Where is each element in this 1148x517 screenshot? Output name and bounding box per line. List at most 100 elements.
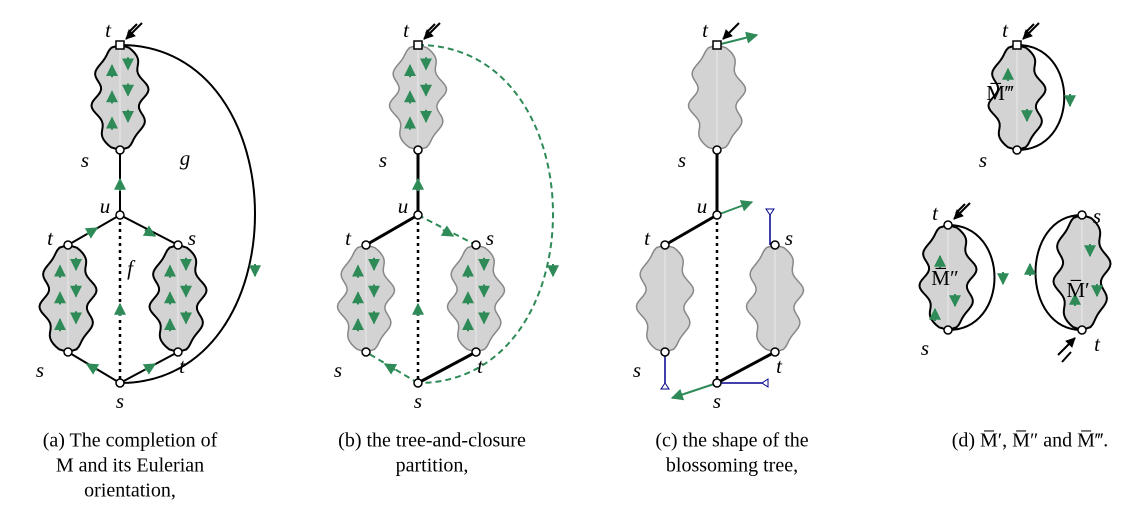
root-arrow — [722, 22, 740, 40]
vertex-label: t — [345, 226, 352, 250]
edge — [670, 382, 718, 401]
vertex-label: s — [334, 358, 342, 382]
root-arrow — [953, 202, 971, 220]
vertex-label: s — [1093, 204, 1101, 228]
caption: (d) M̅′, M̅″ and M̅‴. — [952, 430, 1109, 452]
vertex — [943, 325, 953, 335]
arrow — [84, 227, 99, 239]
edge — [716, 31, 759, 46]
root-arrow — [1061, 351, 1072, 363]
root-arrow — [1024, 23, 1035, 34]
vertex — [63, 347, 73, 357]
vertex — [712, 210, 722, 220]
vertex — [173, 240, 183, 250]
leaf — [660, 382, 670, 390]
vertex-label: t — [1002, 18, 1009, 42]
edge — [664, 213, 718, 247]
vertex — [770, 240, 780, 250]
caption: blossoming tree, — [666, 455, 798, 477]
caption: (c) the shape of the — [655, 430, 808, 452]
vertex-label: M̅‴ — [986, 81, 1014, 105]
vertex — [660, 240, 670, 250]
root-arrow — [127, 23, 138, 34]
caption: (a) The completion of — [43, 430, 218, 452]
vertex — [1012, 145, 1022, 155]
edge — [119, 214, 179, 246]
vertex — [361, 347, 371, 357]
vertex — [471, 240, 481, 250]
vertex — [413, 145, 423, 155]
vertex-label: t — [1094, 332, 1101, 356]
vertex-label: u — [697, 194, 708, 218]
vertex — [361, 240, 371, 250]
vertex — [115, 145, 125, 155]
vertex — [712, 145, 722, 155]
vertex-label: u — [100, 194, 111, 218]
leaf — [761, 378, 769, 388]
vertex — [1077, 325, 1087, 335]
vertex-label: t — [105, 18, 112, 42]
vertex — [471, 347, 481, 357]
vertex — [943, 220, 953, 230]
vertex-label: s — [116, 389, 124, 413]
vertex — [1077, 210, 1087, 220]
vertex — [173, 347, 183, 357]
vertex-label: M̅″ — [931, 266, 958, 290]
vertex-label: s — [379, 148, 387, 172]
edge — [417, 44, 554, 384]
vertex-label: t — [644, 226, 651, 250]
vertex-label: s — [921, 336, 929, 360]
caption: partition, — [396, 455, 469, 477]
vertex — [115, 378, 125, 388]
root — [1012, 40, 1022, 50]
vertex-label: s — [633, 358, 641, 382]
vertex-label: s — [486, 226, 494, 250]
vertex-label: s — [81, 148, 89, 172]
vertex-label: t — [932, 201, 939, 225]
vertex-label: s — [713, 389, 721, 413]
edge — [716, 350, 776, 385]
caption: orientation, — [84, 480, 176, 502]
vertex-label: f — [127, 256, 136, 280]
vertex-label: t — [179, 354, 186, 378]
root — [115, 40, 125, 50]
vertex-label: g — [180, 146, 191, 170]
vertex-label: t — [477, 354, 484, 378]
arrow — [142, 363, 157, 375]
caption: (b) the tree-and-closure — [338, 430, 526, 452]
root-arrow — [125, 22, 143, 40]
root — [413, 40, 423, 50]
edge — [119, 44, 256, 384]
vertex — [770, 347, 780, 357]
edge — [365, 213, 419, 247]
vertex-label: s — [785, 226, 793, 250]
vertex-label: s — [678, 148, 686, 172]
vertex — [660, 347, 670, 357]
root — [712, 40, 722, 50]
arrow — [85, 363, 100, 375]
leaf — [765, 208, 775, 216]
vertex-label: M̅′ — [1066, 278, 1089, 302]
root-arrow — [1057, 337, 1076, 356]
vertex-label: s — [414, 389, 422, 413]
vertex-label: t — [403, 18, 410, 42]
root-arrow — [955, 203, 966, 214]
edge — [417, 214, 477, 246]
vertex-label: s — [188, 226, 196, 250]
vertex-label: t — [47, 226, 54, 250]
edge — [417, 350, 477, 385]
root-arrow — [423, 22, 441, 40]
vertex-label: t — [776, 354, 783, 378]
vertex — [115, 210, 125, 220]
vertex — [413, 210, 423, 220]
vertex-label: s — [36, 358, 44, 382]
edge — [716, 200, 754, 216]
vertex-label: t — [702, 18, 709, 42]
vertex — [413, 378, 423, 388]
vertex-label: u — [398, 194, 409, 218]
edge — [947, 224, 996, 331]
arrow — [142, 225, 157, 237]
arrow — [440, 225, 455, 237]
root-arrow — [425, 23, 436, 34]
